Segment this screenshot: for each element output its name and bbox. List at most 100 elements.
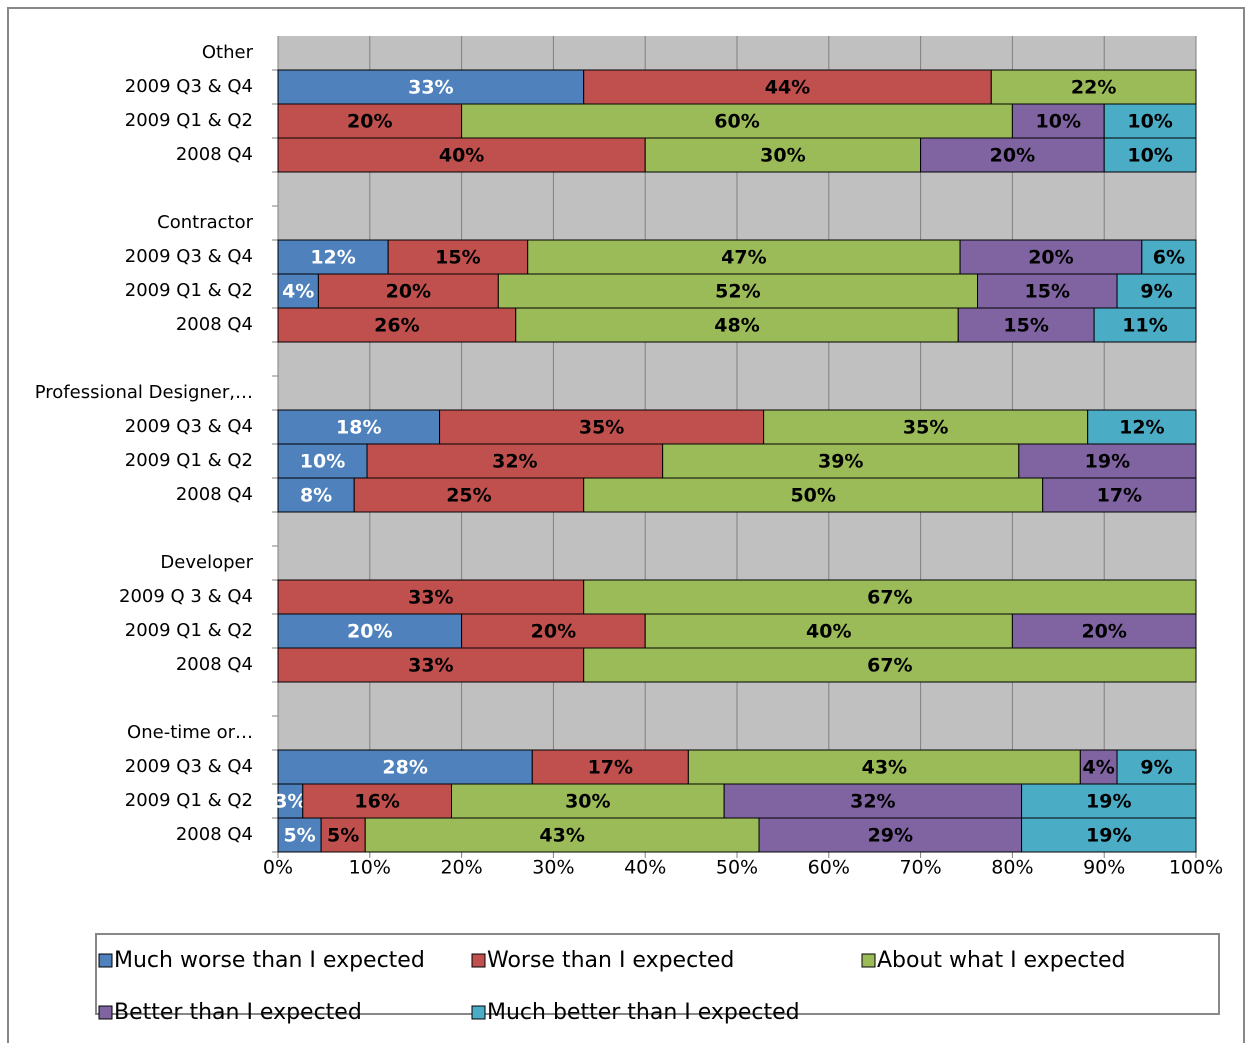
bar-segment [277,307,517,343]
value-label: 39% [818,451,863,473]
value-label: 4% [1083,757,1115,779]
x-tick-label: 10% [349,857,391,879]
y-tick-label: 2009 Q3 & Q4 [125,76,253,97]
bar-segment [644,613,1013,649]
bar-segment [277,783,304,819]
value-label: 20% [1081,621,1126,643]
bar-segment [687,749,1081,785]
value-label: 11% [1122,315,1167,337]
bar-segment [353,477,585,513]
value-label: 16% [354,791,399,813]
value-label: 20% [347,111,392,133]
bar-segment [277,69,585,105]
bar-segment [277,103,463,139]
value-label: 10% [300,451,345,473]
value-label: 18% [336,417,381,439]
value-label: 40% [439,145,484,167]
value-label: 35% [903,417,948,439]
y-tick-label: 2009 Q1 & Q2 [125,620,253,641]
y-tick-label: 2009 Q 3 & Q4 [119,586,253,607]
x-tick-label: 50% [716,857,758,879]
value-label: 15% [1003,315,1048,337]
bar-segment [277,579,585,615]
legend-label: Better than I expected [114,1000,362,1025]
legend-label: Much better than I expected [487,1000,800,1025]
x-tick-label: 30% [532,857,574,879]
bar-segment [277,137,646,173]
x-tick-label: 60% [808,857,850,879]
value-label: 33% [408,587,453,609]
bar-segment [461,103,1013,139]
bar-segment [583,647,1197,683]
bar-segment [1103,137,1197,173]
value-label: 20% [347,621,392,643]
bar-segment [763,409,1089,445]
value-label: 20% [990,145,1035,167]
value-label: 9% [1140,757,1172,779]
value-label: 25% [446,485,491,507]
bar-segment [1087,409,1197,445]
bar-segment [317,273,499,309]
bar-segment [977,273,1118,309]
value-label: 20% [531,621,576,643]
bar-segment [277,647,585,683]
bar-segment [461,613,646,649]
value-label: 17% [588,757,633,779]
bar-segment [1093,307,1197,343]
legend-swatch [471,1005,486,1020]
y-tick-label: 2009 Q1 & Q2 [125,110,253,131]
value-label: 15% [1025,281,1070,303]
x-tick-label: 80% [991,857,1033,879]
value-label: 3% [274,791,306,813]
x-tick-label: 90% [1083,857,1125,879]
value-label: 35% [579,417,624,439]
bar-segment [387,239,529,275]
legend-swatch [471,953,486,968]
value-label: 20% [1028,247,1073,269]
value-label: 22% [1071,77,1116,99]
bar-segment [1018,443,1197,479]
bar-segment [1021,817,1197,853]
bar-segment [1011,613,1197,649]
y-tick-label: Other [202,42,254,63]
y-tick-label: 2009 Q3 & Q4 [125,416,253,437]
value-label: 15% [435,247,480,269]
bar-segment [1141,239,1197,275]
value-label: 47% [721,247,766,269]
value-label: 48% [714,315,759,337]
value-label: 40% [806,621,851,643]
bar-segment [277,613,463,649]
value-label: 28% [382,757,427,779]
value-label: 10% [1127,111,1172,133]
y-tick-label: 2008 Q4 [176,824,253,845]
value-label: 26% [374,315,419,337]
value-label: 32% [850,791,895,813]
bar-segment [277,749,533,785]
value-label: 8% [300,485,332,507]
bar-segment [531,749,689,785]
bar-segment [515,307,959,343]
y-tick-label: 2009 Q3 & Q4 [125,246,253,267]
value-label: 20% [386,281,431,303]
bar-segment [302,783,453,819]
bar-segment [366,443,664,479]
bar-segment [439,409,765,445]
value-label: 33% [408,655,453,677]
value-label: 60% [714,111,759,133]
bar-segment [1116,749,1197,785]
y-tick-label: 2009 Q1 & Q2 [125,790,253,811]
value-label: 19% [1086,825,1131,847]
legend-swatch [98,953,113,968]
y-tick-label: 2008 Q4 [176,314,253,335]
bar-segment [990,69,1197,105]
value-label: 43% [539,825,584,847]
legend-label: Worse than I expected [487,948,734,973]
value-label: 33% [408,77,453,99]
y-tick-label: Professional Designer,… [35,382,253,403]
value-label: 50% [790,485,835,507]
value-label: 32% [492,451,537,473]
legend-label: Much worse than I expected [114,948,425,973]
y-tick-label: 2009 Q1 & Q2 [125,280,253,301]
value-label: 44% [765,77,810,99]
